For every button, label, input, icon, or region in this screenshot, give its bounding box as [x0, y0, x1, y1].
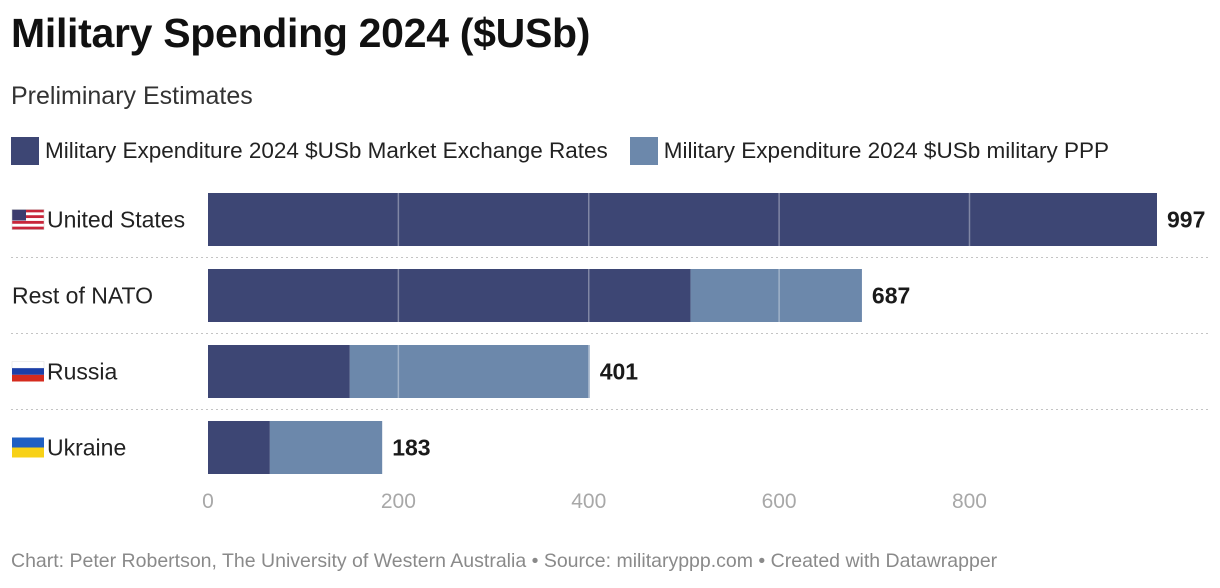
- bar-ppp-1: [690, 269, 862, 322]
- flag-ua-blue: [12, 437, 44, 448]
- flag-us-stripe: [12, 212, 44, 216]
- legend-item-ppp: Military Expenditure 2024 $USb military …: [629, 137, 1109, 165]
- legend-label-market: Military Expenditure 2024 $USb Market Ex…: [45, 138, 608, 163]
- flag-us-stripe: [12, 226, 44, 230]
- bar-chart: 0 200 400 600 800 United States Rest of NATO Ru…: [11, 191, 1208, 513]
- flag-ru-white: [11, 361, 45, 369]
- flag-ru-icon: [12, 374, 44, 382]
- bar-market-0: [208, 193, 1157, 246]
- category-label-0: United States: [47, 207, 185, 233]
- value-label-2: 401: [600, 359, 639, 385]
- x-tick-label-600: 600: [762, 490, 797, 513]
- legend-item-market: Military Expenditure 2024 $USb Market Ex…: [11, 137, 608, 165]
- flag-us-stripe: [12, 223, 44, 227]
- flag-us-stripe: [12, 215, 44, 219]
- x-tick-label-800: 800: [952, 490, 987, 513]
- flag-ua-icon: [12, 447, 44, 458]
- legend-swatch-ppp: [629, 137, 658, 165]
- legend: Military Expenditure 2024 $USb Market Ex…: [11, 135, 1131, 167]
- bar-ppp-3: [269, 421, 383, 474]
- legend-swatch-market: [11, 137, 39, 165]
- flag-us-stripe: [12, 209, 44, 213]
- chart-footer: Chart: Peter Robertson, The University o…: [11, 550, 998, 572]
- flag-ru-blue: [12, 368, 44, 375]
- category-label-2: Russia: [47, 359, 118, 385]
- bar-market-3: [208, 421, 270, 474]
- value-label-3: 183: [392, 435, 430, 461]
- legend-label-ppp: Military Expenditure 2024 $USb military …: [663, 138, 1109, 163]
- bar-market-1: [208, 269, 691, 322]
- chart-subtitle: Preliminary Estimates: [11, 82, 253, 110]
- chart-title: Military Spending 2024 ($USb): [11, 10, 591, 56]
- x-tick-label-400: 400: [571, 490, 606, 513]
- x-tick-label-200: 200: [381, 490, 416, 513]
- flag-us-canton: [12, 209, 26, 221]
- category-label-1: Rest of NATO: [12, 283, 153, 309]
- flag-us-stripe: [12, 218, 44, 222]
- bar-ppp-2: [349, 345, 590, 398]
- x-tick-label-0: 0: [202, 490, 214, 513]
- value-label-0: 997: [1167, 207, 1205, 233]
- bar-market-2: [208, 345, 350, 398]
- flag-us-stripe: [12, 220, 44, 224]
- category-label-3: Ukraine: [47, 435, 126, 461]
- flag-us-icon: [11, 209, 45, 230]
- value-label-1: 687: [872, 283, 910, 309]
